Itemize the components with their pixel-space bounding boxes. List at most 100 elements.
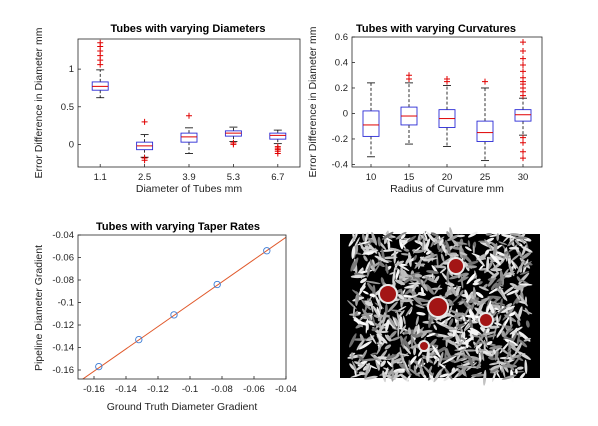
speckle-grain [504,325,512,329]
speckle-grain [442,356,457,364]
plot-area [351,36,543,168]
speckle-grain [496,327,504,338]
speckle-grain [426,332,436,338]
speckle-grain [400,253,410,256]
speckle-grain [509,312,516,317]
speckle-grain [366,264,371,278]
speckle-grain [417,292,427,296]
speckle-grain [391,371,395,382]
speckle-grain [449,283,457,297]
speckle-grain [466,362,477,372]
speckle-grain [407,327,412,335]
y-tick-label: 0.6 [335,32,348,43]
speckle-grain [479,254,487,259]
speckle-grain [354,367,357,377]
speckle-grain [496,360,506,365]
speckle-grain [356,339,364,351]
speckle-grain [497,315,502,323]
speckle-grain [420,279,428,292]
speckle-grain [371,231,377,246]
speckle-grain [478,352,482,362]
speckle-grain [372,262,380,268]
speckle-grain [381,231,394,240]
speckle-grain [369,293,376,298]
speckle-grain [433,236,445,246]
speckle-grain [479,337,489,348]
speckle-grain [379,313,382,330]
speckle-grain [513,310,521,321]
speckle-grain [407,296,414,306]
speckle-grain [447,299,453,304]
speckle-grain [385,354,397,360]
speckle-grain [364,302,372,307]
speckle-grain [448,253,455,262]
speckle-grain [489,345,503,350]
speckle-grain [399,325,407,334]
x-tick-label: -0.16 [83,384,105,395]
speckle-grain [496,251,505,256]
chart-title: Tubes with varying Taper Rates [96,221,260,233]
plot-area [77,38,301,168]
box-iqr [514,109,532,122]
speckle-grain [461,363,467,378]
speckle-grain [459,244,463,259]
speckle-grain [413,249,426,254]
speckle-grain [355,291,361,298]
speckle-grain [415,304,425,309]
speckle-grain [439,257,452,267]
outlier-marker [520,155,526,162]
speckle-grain [359,285,366,291]
speckle-grain [389,330,397,339]
speckle-grain [367,282,375,293]
speckle-grain [400,233,406,240]
speckle-grain [420,286,424,295]
speckle-grain [409,289,417,295]
speckle-grain [441,243,447,254]
speckle-grain [353,237,360,249]
speckle-grain [463,304,472,318]
speckle-grain [404,339,411,351]
speckle-grain [426,232,435,243]
chart-curvatures: Tubes with varying Curvatures -0.4 -0.2 0 0… [307,23,543,195]
outlier-marker [97,39,104,46]
y-axis-label: Pipeline Diameter Gradient [33,245,45,371]
speckle-grain [361,312,373,317]
speckle-grain [470,299,479,303]
speckle-grain [441,355,456,361]
speckle-grain [419,368,425,376]
speckle-grain [483,369,487,386]
x-tick-label: 1.1 [94,172,107,183]
speckle-grain [434,314,450,321]
speckle-grain [379,249,396,252]
y-tick-label: -0.06 [52,253,74,264]
speckle-grain [475,347,479,355]
speckle-grain [376,333,388,344]
outlier-marker [520,139,526,146]
speckle-grain [524,359,528,374]
speckle-grain [491,260,505,271]
speckle-grain [489,253,501,266]
speckle-grain [349,363,355,370]
speckle-grain [512,353,523,367]
y-tick-label: -0.08 [52,275,74,286]
x-tick-label: 30 [518,172,529,183]
speckle-grain [354,244,359,255]
data-point [170,311,178,319]
speckle-grain [455,336,460,344]
speckle-grain [367,320,375,326]
speckle-grain [444,325,457,331]
speckle-grain [486,340,493,346]
speckle-grain [446,231,451,238]
speckle-grain [486,334,497,338]
speckle-grain [475,343,483,350]
outlier-marker [520,148,526,155]
speckle-grain [349,333,357,348]
speckle-grain [496,286,505,298]
speckle-grain [422,235,425,251]
speckle-grain [492,243,498,258]
speckle-grain [480,331,497,337]
speckle-grain [400,266,405,279]
speckle-grain [496,314,499,327]
speckle-grain [517,351,531,360]
speckle-grain [425,284,435,295]
